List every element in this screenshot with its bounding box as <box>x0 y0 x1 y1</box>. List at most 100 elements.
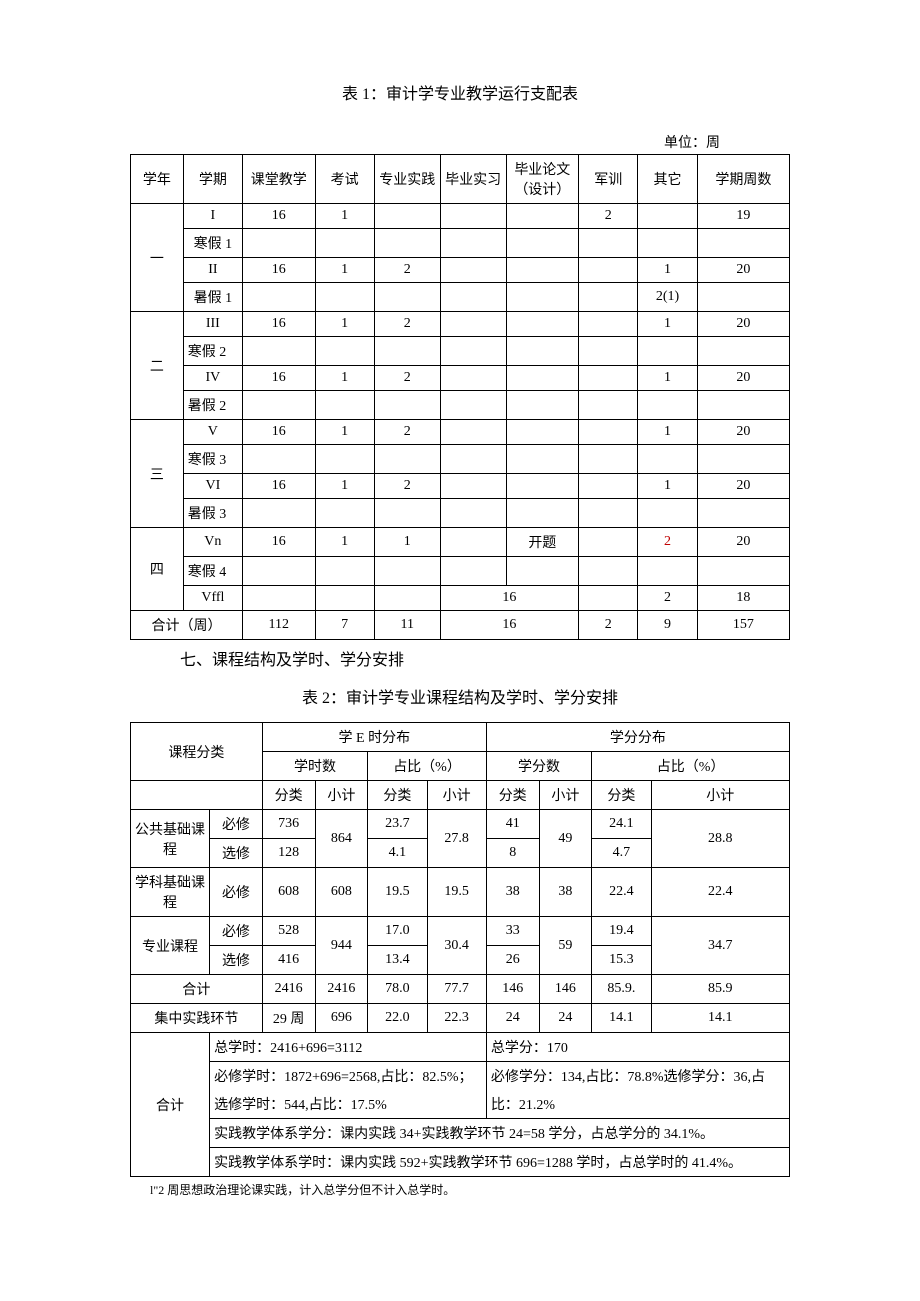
th-exam: 考试 <box>315 155 374 204</box>
table-row: 寒假 3 <box>131 445 790 474</box>
cell: V <box>183 420 242 445</box>
cell: 必修 <box>210 810 263 839</box>
cell: 20 <box>697 366 789 391</box>
cell <box>579 312 638 337</box>
cell: 总学时：2416+696=3112 <box>210 1033 487 1062</box>
cell: 2416 <box>262 975 315 1004</box>
cell <box>440 391 506 420</box>
cell: 寒假 4 <box>183 557 242 586</box>
cell: 合计 <box>131 975 263 1004</box>
th-intern: 毕业实习 <box>440 155 506 204</box>
cell: 16 <box>243 312 315 337</box>
cell: 1 <box>638 420 697 445</box>
cell: 7 <box>315 611 374 640</box>
cell: 4.1 <box>368 839 427 868</box>
cell: 16 <box>243 258 315 283</box>
th-cat: 分类 <box>368 781 427 810</box>
cell <box>506 557 578 586</box>
cell: 24 <box>486 1004 539 1033</box>
th-prac: 专业实践 <box>374 155 440 204</box>
cell: 146 <box>539 975 592 1004</box>
cell <box>440 474 506 499</box>
cell <box>579 283 638 312</box>
cell: 29 周 <box>262 1004 315 1033</box>
cell: 77.7 <box>427 975 486 1004</box>
t2-total-row: 合计 2416 2416 78.0 77.7 146 146 85.9. 85.… <box>131 975 790 1004</box>
year-cell: 一 <box>131 204 184 312</box>
cell <box>638 204 697 229</box>
cell <box>243 229 315 258</box>
cell <box>579 229 638 258</box>
cell: 开题 <box>506 528 578 557</box>
cell: 38 <box>539 868 592 917</box>
cell <box>243 337 315 366</box>
cell: 必修 <box>210 868 263 917</box>
th-hours-pct: 占比（%） <box>368 752 487 781</box>
cell: 416 <box>262 946 315 975</box>
cell <box>579 366 638 391</box>
t2-summary-row4: 实践教学体系学分：课内实践 34+实践教学环节 24=58 学分，占总学分的 3… <box>131 1119 790 1148</box>
cell: 2 <box>374 312 440 337</box>
cell: 20 <box>697 420 789 445</box>
cell <box>243 586 315 611</box>
cell: 22.3 <box>427 1004 486 1033</box>
cell: Vn <box>183 528 242 557</box>
cell: 16 <box>243 420 315 445</box>
cell: 16 <box>440 611 578 640</box>
cell: Vffl <box>183 586 242 611</box>
t2-header-row3: 分类 小计 分类 小计 分类 小计 分类 小计 <box>131 781 790 810</box>
cell: 2 <box>579 611 638 640</box>
cell: II <box>183 258 242 283</box>
cell: 33 <box>486 917 539 946</box>
th-other: 其它 <box>638 155 697 204</box>
cell <box>579 337 638 366</box>
table-row: 寒假 2 <box>131 337 790 366</box>
cell: 2 <box>638 586 697 611</box>
cell: 23.7 <box>368 810 427 839</box>
cell: IV <box>183 366 242 391</box>
cell: 2 <box>579 204 638 229</box>
cell <box>440 499 506 528</box>
cell <box>579 420 638 445</box>
cell: 1 <box>315 528 374 557</box>
cell <box>506 204 578 229</box>
cell: 寒假 1 <box>183 229 242 258</box>
cell: 暑假 2 <box>183 391 242 420</box>
cell: 1 <box>315 312 374 337</box>
cell <box>374 204 440 229</box>
cell <box>579 445 638 474</box>
th-teach: 课堂教学 <box>243 155 315 204</box>
cell: 9 <box>638 611 697 640</box>
table-row: 二 III 16 1 2 1 20 <box>131 312 790 337</box>
cell: III <box>183 312 242 337</box>
cell: 30.4 <box>427 917 486 975</box>
cell: 1 <box>315 420 374 445</box>
cell <box>638 337 697 366</box>
cell <box>243 283 315 312</box>
cell <box>374 391 440 420</box>
cell: 24 <box>539 1004 592 1033</box>
table-row: II 16 1 2 1 20 <box>131 258 790 283</box>
cell: 暑假 1 <box>183 283 242 312</box>
cell: 1 <box>638 474 697 499</box>
cell <box>315 445 374 474</box>
cell: 27.8 <box>427 810 486 868</box>
cell: 20 <box>697 258 789 283</box>
cell: 13.4 <box>368 946 427 975</box>
year-cell: 四 <box>131 528 184 611</box>
cell: 2(1) <box>638 283 697 312</box>
th-sub: 小计 <box>427 781 486 810</box>
cell <box>506 474 578 499</box>
cat-cell: 公共基础课程 <box>131 810 210 868</box>
cell <box>315 283 374 312</box>
t2-summary-row5: 实践教学体系学时：课内实践 592+实践教学环节 696=1288 学时，占总学… <box>131 1148 790 1177</box>
cell: 16 <box>243 528 315 557</box>
table-row: 专业课程 必修 528 944 17.0 30.4 33 59 19.4 34.… <box>131 917 790 946</box>
th-weeks: 学期周数 <box>697 155 789 204</box>
cell: 128 <box>262 839 315 868</box>
cell: 49 <box>539 810 592 868</box>
th-credits: 学分分布 <box>486 723 789 752</box>
total-label: 合计（周） <box>131 611 243 640</box>
table-row: 三 V 16 1 2 1 20 <box>131 420 790 445</box>
cell: I <box>183 204 242 229</box>
